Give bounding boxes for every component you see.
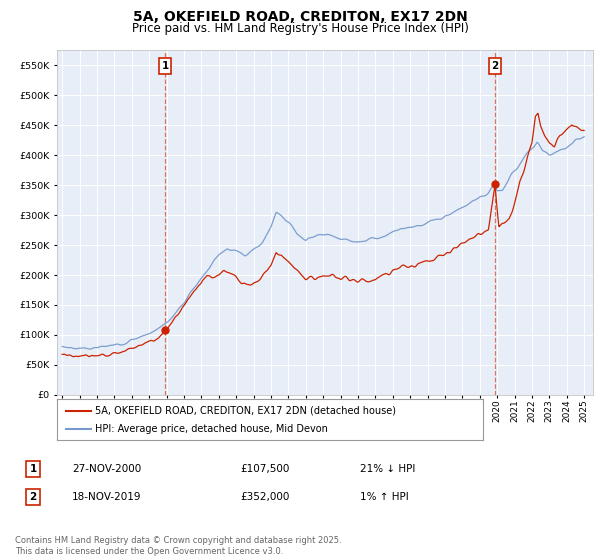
Text: 5A, OKEFIELD ROAD, CREDITON, EX17 2DN: 5A, OKEFIELD ROAD, CREDITON, EX17 2DN bbox=[133, 10, 467, 24]
Text: 1% ↑ HPI: 1% ↑ HPI bbox=[360, 492, 409, 502]
Text: 21% ↓ HPI: 21% ↓ HPI bbox=[360, 464, 415, 474]
Text: 2: 2 bbox=[491, 61, 499, 71]
Text: 1: 1 bbox=[29, 464, 37, 474]
Text: 5A, OKEFIELD ROAD, CREDITON, EX17 2DN (detached house): 5A, OKEFIELD ROAD, CREDITON, EX17 2DN (d… bbox=[95, 405, 397, 416]
Text: 27-NOV-2000: 27-NOV-2000 bbox=[72, 464, 141, 474]
Text: £352,000: £352,000 bbox=[240, 492, 289, 502]
Text: 1: 1 bbox=[161, 61, 169, 71]
Text: 2: 2 bbox=[29, 492, 37, 502]
Text: Price paid vs. HM Land Registry's House Price Index (HPI): Price paid vs. HM Land Registry's House … bbox=[131, 22, 469, 35]
Point bbox=[160, 326, 170, 335]
Text: 18-NOV-2019: 18-NOV-2019 bbox=[72, 492, 142, 502]
Text: Contains HM Land Registry data © Crown copyright and database right 2025.
This d: Contains HM Land Registry data © Crown c… bbox=[15, 536, 341, 556]
Text: HPI: Average price, detached house, Mid Devon: HPI: Average price, detached house, Mid … bbox=[95, 424, 328, 434]
Point bbox=[490, 180, 500, 189]
Text: £107,500: £107,500 bbox=[240, 464, 289, 474]
